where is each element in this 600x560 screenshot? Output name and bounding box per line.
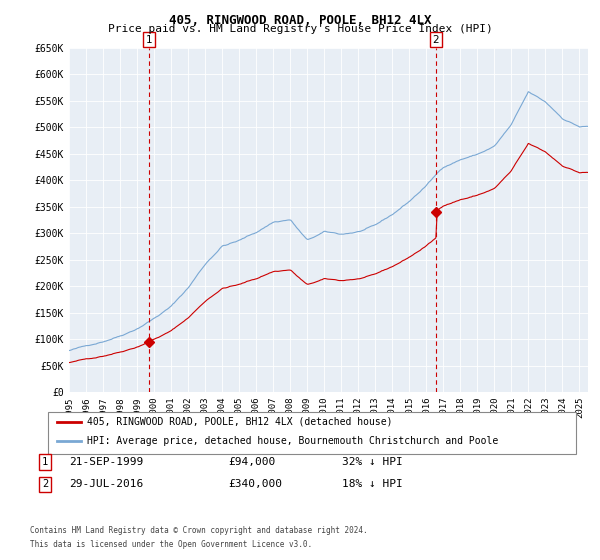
Text: 18% ↓ HPI: 18% ↓ HPI <box>342 479 403 489</box>
Text: 2: 2 <box>433 35 439 45</box>
Text: 405, RINGWOOD ROAD, POOLE, BH12 4LX: 405, RINGWOOD ROAD, POOLE, BH12 4LX <box>169 14 431 27</box>
Text: Price paid vs. HM Land Registry's House Price Index (HPI): Price paid vs. HM Land Registry's House … <box>107 24 493 34</box>
Text: 21-SEP-1999: 21-SEP-1999 <box>69 457 143 467</box>
Text: 1: 1 <box>42 457 48 467</box>
Text: 29-JUL-2016: 29-JUL-2016 <box>69 479 143 489</box>
Text: Contains HM Land Registry data © Crown copyright and database right 2024.: Contains HM Land Registry data © Crown c… <box>30 526 368 535</box>
Text: 1: 1 <box>146 35 152 45</box>
Text: 32% ↓ HPI: 32% ↓ HPI <box>342 457 403 467</box>
Text: This data is licensed under the Open Government Licence v3.0.: This data is licensed under the Open Gov… <box>30 540 312 549</box>
Text: £340,000: £340,000 <box>228 479 282 489</box>
Text: 2: 2 <box>42 479 48 489</box>
Text: HPI: Average price, detached house, Bournemouth Christchurch and Poole: HPI: Average price, detached house, Bour… <box>87 436 498 446</box>
Text: 405, RINGWOOD ROAD, POOLE, BH12 4LX (detached house): 405, RINGWOOD ROAD, POOLE, BH12 4LX (det… <box>87 417 392 427</box>
Text: £94,000: £94,000 <box>228 457 275 467</box>
